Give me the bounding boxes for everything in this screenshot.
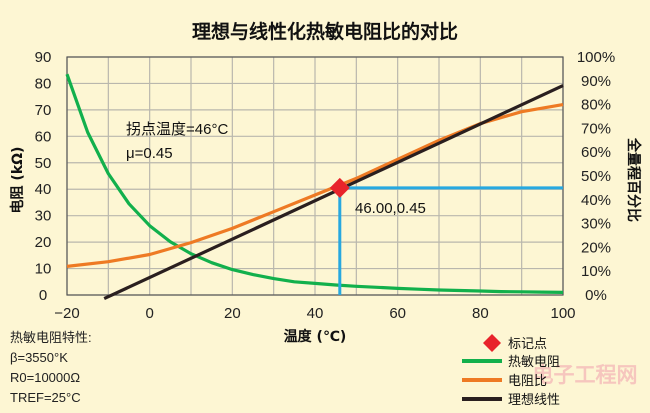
series-lines [65, 73, 564, 301]
specs-r0: R0=10000Ω [10, 370, 80, 385]
x-tick-label: 20 [224, 305, 241, 322]
y-axis-left-label: 电阻 (kΩ) [9, 147, 26, 214]
x-axis-label: 温度 (℃) [284, 328, 347, 345]
x-tick-label: 0 [145, 305, 153, 322]
x-tick-label: 100 [550, 305, 575, 322]
legend-label-3: 理想线性 [508, 392, 560, 408]
specs-heading: 热敏电阻特性: [10, 330, 92, 345]
y-left-tick-label: 30 [35, 208, 52, 225]
grid [66, 56, 564, 296]
specs-beta: β=3550°K [10, 350, 68, 365]
y-right-tick-label: 70% [581, 120, 611, 137]
chart-title: 理想与线性化热敏电阻比的对比 [192, 20, 458, 43]
series-line-1 [65, 73, 564, 294]
marker-diamond [329, 177, 350, 198]
specs-block: 热敏电阻特性: β=3550°K R0=10000Ω TREF=25°C [10, 330, 92, 405]
legend-label-marker: 标记点 [508, 337, 547, 352]
y-right-tick-label: 80% [581, 97, 611, 114]
y-right-tick-label: 100% [577, 49, 615, 66]
y-axis-right-label: 全量程百分比 [625, 137, 642, 222]
legend-label-1: 热敏电阻 [508, 355, 560, 370]
marker-point [329, 177, 350, 198]
x-axis-ticks: −20 0 20 40 60 80 100 [54, 305, 575, 322]
y-left-tick-label: 90 [35, 49, 52, 66]
y-axis-right-ticks: 0% 10% 20% 30% 40% 50% 60% 70% 80% 90% 100% [577, 49, 615, 304]
y-left-tick-label: 50 [35, 155, 52, 172]
series-line-3 [103, 84, 564, 301]
watermark-text: 电子工程网 [533, 363, 638, 387]
specs-tref: TREF=25°C [10, 390, 81, 405]
y-right-tick-label: 60% [581, 144, 611, 161]
annotation-line-1: 拐点温度=46°C [126, 121, 228, 138]
marker-guides [338, 186, 563, 295]
plot-frame [66, 56, 564, 296]
y-right-tick-label: 40% [581, 192, 611, 209]
y-left-tick-label: 10 [35, 261, 52, 278]
legend-label-2: 电阻比 [508, 374, 547, 389]
y-left-tick-label: 20 [35, 234, 52, 251]
y-left-tick-label: 40 [35, 181, 52, 198]
legend-swatch-marker [483, 334, 501, 352]
y-right-tick-label: 90% [581, 73, 611, 90]
x-tick-label: 40 [307, 305, 324, 322]
y-left-tick-label: 60 [35, 128, 52, 145]
y-left-tick-label: 70 [35, 102, 52, 119]
x-tick-label: −20 [54, 305, 79, 322]
y-right-tick-label: 30% [581, 216, 611, 233]
x-tick-label: 60 [389, 305, 406, 322]
y-left-tick-label: 0 [39, 287, 47, 304]
marker-label: 46.00,0.45 [355, 200, 426, 217]
y-axis-left-ticks: 0 10 20 30 40 50 60 70 80 90 [35, 49, 52, 304]
y-right-tick-label: 10% [581, 263, 611, 280]
y-right-tick-label: 20% [581, 239, 611, 256]
annotation-line-2: μ=0.45 [126, 145, 173, 162]
y-right-tick-label: 50% [581, 168, 611, 185]
y-left-tick-label: 80 [35, 75, 52, 92]
y-right-tick-label: 0% [585, 287, 607, 304]
x-tick-label: 80 [472, 305, 489, 322]
